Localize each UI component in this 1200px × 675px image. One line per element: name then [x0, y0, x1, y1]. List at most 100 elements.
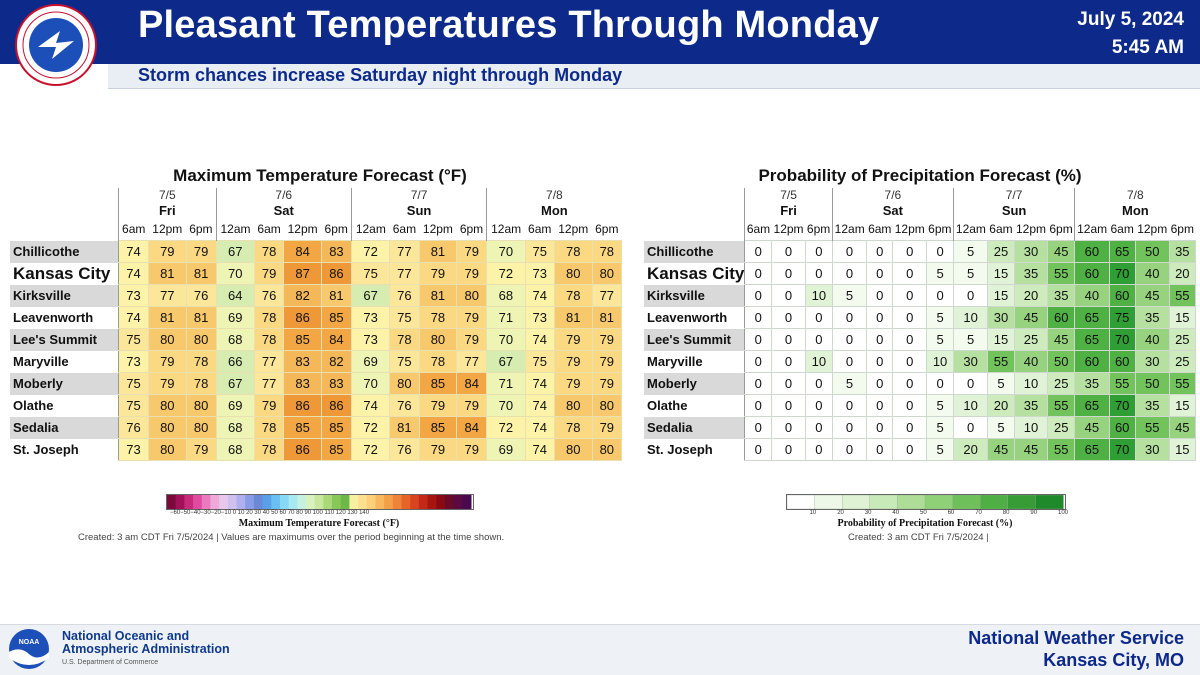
value-cell: 84: [456, 372, 488, 395]
pop-colorbar-swatch: [814, 495, 843, 509]
temp-colorbar-swatch: [219, 495, 229, 509]
value-cell: 78: [185, 350, 217, 373]
value-cell: 55: [987, 350, 1015, 373]
temp-colorbar-swatch: [366, 495, 376, 509]
value-cell: 80: [553, 394, 593, 417]
value-cell: 10: [804, 350, 833, 373]
value-cell: 0: [866, 262, 894, 285]
time-header: 12am: [350, 218, 390, 241]
value-cell: 70: [1108, 328, 1136, 351]
value-cell: 73: [350, 306, 391, 329]
value-cell: 75: [350, 262, 391, 285]
value-cell: 0: [771, 284, 806, 307]
time-header: 12pm: [773, 222, 804, 236]
value-cell: 0: [866, 306, 894, 329]
value-cell: 50: [1134, 240, 1170, 263]
value-cell: 0: [952, 284, 989, 307]
value-cell: 75: [1108, 306, 1136, 329]
table-row: Moberly 0 0 0 5 0 0 0 0 5 10 25 35 55 50 55: [644, 372, 1197, 395]
value-cell: 35: [1013, 394, 1049, 417]
table-row: Chillicothe 74 79 79 67 78 84 83 72 77 81 79 70 75 78 7…: [10, 240, 623, 263]
value-cell: 79: [456, 438, 488, 461]
pop-colorbar-swatch: [897, 495, 926, 509]
value-cell: 50: [1134, 372, 1170, 395]
table-row: Sedalia 0 0 0 0 0 0 5 0 5 10 25 45 60 55 45: [644, 416, 1197, 439]
table-row: Chillicothe 0 0 0 0 0 0 0 5 25 30 45 60 65 50 35: [644, 240, 1197, 263]
value-cell: 80: [456, 284, 488, 307]
value-cell: 0: [892, 394, 928, 417]
pop-colorbar-swatch: [842, 495, 871, 509]
time-header: 12pm: [287, 222, 318, 236]
day-name-header: Fri: [744, 202, 833, 218]
temp-colorbar-swatch: [427, 495, 437, 509]
value-cell: 76: [389, 284, 420, 307]
value-cell: 78: [253, 328, 285, 351]
temp-colorbar-swatch: [401, 495, 411, 509]
value-cell: 65: [1108, 240, 1136, 263]
value-cell: 0: [771, 328, 806, 351]
temp-colorbar-swatch: [418, 495, 429, 509]
time-header: 12pm: [152, 222, 183, 236]
temp-colorbar-ticks: −60−50−40−30−20−10 0 10 20 30 40 50 60 7…: [170, 510, 370, 516]
location-label: Kansas City: [10, 262, 119, 285]
value-cell: 74: [350, 394, 391, 417]
value-cell: 10: [804, 284, 833, 307]
day-name-header: Mon: [486, 202, 622, 218]
table-row: St. Joseph 73 80 79 68 78 86 85 72 76 79 79 69 74 80 80: [10, 438, 623, 461]
value-cell: 73: [118, 438, 149, 461]
value-cell: 0: [771, 262, 806, 285]
day-name-header: Fri: [118, 202, 217, 218]
value-cell: 0: [744, 284, 773, 307]
time-header: 6pm: [595, 222, 619, 236]
table-row: Kansas City 0 0 0 0 0 0 5 5 15 35 55 60 70 40 20: [644, 262, 1197, 285]
day-date-header: 7/5: [118, 188, 217, 202]
value-cell: 79: [591, 350, 623, 373]
value-cell: 70: [1108, 394, 1136, 417]
temp-colorbar-swatch: [167, 495, 177, 509]
table-row: Leavenworth 0 0 0 0 0 0 5 10 30 45 60 65 75 35 15: [644, 306, 1197, 329]
value-cell: 0: [831, 394, 868, 417]
value-cell: 5: [926, 262, 954, 285]
value-cell: 60: [1074, 262, 1110, 285]
value-cell: 0: [804, 394, 833, 417]
value-cell: 5: [987, 416, 1015, 439]
value-cell: 5: [926, 416, 954, 439]
pop-colorbar-tick: 80: [1002, 510, 1010, 516]
time-header: 12am: [831, 218, 867, 241]
value-cell: 5: [987, 372, 1015, 395]
value-cell: 80: [591, 438, 623, 461]
table-row: St. Joseph 0 0 0 0 0 0 5 20 45 45 55 65 70 30 15: [644, 438, 1197, 461]
pop-forecast-table: 7/5 7/6 7/7 7/8 Fri Sat Sun Mon 6am 12pm 6pm 12am 6a…: [644, 188, 1197, 461]
value-cell: 74: [524, 394, 555, 417]
value-cell: 84: [283, 240, 322, 263]
value-cell: 25: [987, 240, 1015, 263]
value-cell: 45: [1134, 284, 1170, 307]
value-cell: 79: [456, 240, 488, 263]
location-label: Moberly: [10, 372, 119, 395]
subtitle-bar: [108, 64, 1200, 89]
pop-colorbar-tick: 40: [892, 510, 900, 516]
value-cell: 0: [866, 416, 894, 439]
value-cell: 35: [1168, 240, 1197, 263]
value-cell: 74: [118, 306, 149, 329]
value-cell: 86: [320, 394, 352, 417]
value-cell: 0: [831, 416, 868, 439]
location-label: Chillicothe: [10, 240, 119, 263]
value-cell: 77: [253, 350, 285, 373]
value-cell: 0: [866, 372, 894, 395]
value-cell: 72: [486, 416, 526, 439]
location-label: St. Joseph: [644, 438, 745, 461]
issue-time: 5:45 AM: [1111, 37, 1184, 58]
value-cell: 77: [147, 284, 187, 307]
value-cell: 0: [804, 262, 833, 285]
value-cell: 0: [744, 438, 773, 461]
value-cell: 0: [866, 394, 894, 417]
day-date-header: 7/6: [831, 188, 954, 202]
temp-colorbar-swatch: [184, 495, 194, 509]
value-cell: 75: [389, 350, 420, 373]
value-cell: 76: [389, 438, 420, 461]
location-label: Lee's Summit: [10, 328, 119, 351]
value-cell: 0: [831, 328, 868, 351]
value-cell: 0: [744, 394, 773, 417]
value-cell: 5: [926, 328, 954, 351]
